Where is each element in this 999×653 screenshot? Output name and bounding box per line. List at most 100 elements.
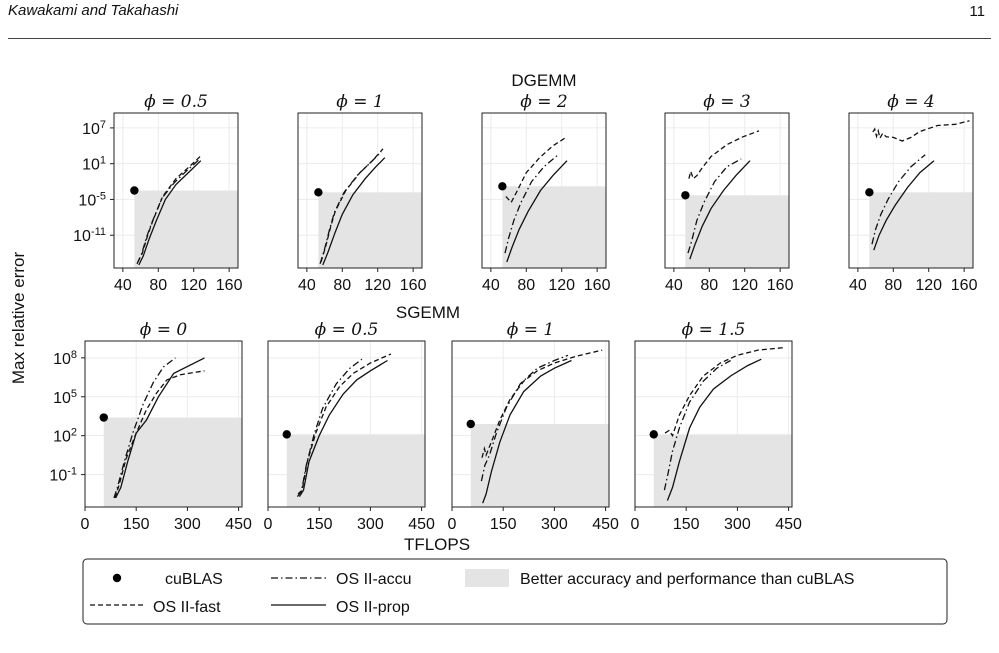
x-tick-label: 120 [915, 277, 942, 294]
cublas-point [99, 413, 108, 422]
x-tick-label: 160 [951, 277, 978, 294]
subplot-title: ϕ = 0 [140, 320, 188, 340]
x-tick-label: 120 [548, 277, 575, 294]
subplot [451, 340, 610, 511]
x-tick-label: 120 [364, 277, 391, 294]
legend-cublas-marker [112, 573, 122, 583]
better-region [318, 192, 422, 268]
x-tick-label: 0 [264, 516, 273, 533]
subplot-title: ϕ = 3 [703, 92, 750, 112]
running-title: Kawakami and Takahashi [8, 2, 179, 19]
x-axis-label: TFLOPS [404, 535, 470, 554]
subplot-title: ϕ = 1 [336, 92, 383, 112]
series-os-ii-fast [297, 353, 392, 495]
plot-frame [267, 340, 426, 508]
series-os-ii-accu [319, 151, 382, 264]
better-region [134, 190, 238, 268]
subplot-title: ϕ = 1.5 [682, 320, 746, 340]
subplot [664, 112, 790, 272]
x-tick-label: 450 [408, 516, 435, 533]
x-tick-label: 0 [448, 516, 457, 533]
tick-exponent: 8 [71, 349, 77, 361]
plot-frame [634, 340, 793, 508]
plot-frame [113, 112, 239, 269]
x-tick-label: 120 [180, 277, 207, 294]
legend-label-prop: OS II-prop [336, 599, 410, 616]
x-tick-label: 0 [81, 516, 90, 533]
series-os-ii-prop [298, 359, 388, 497]
series-os-ii-prop [506, 160, 568, 263]
plot-frame [664, 112, 790, 269]
series-os-ii-fast [664, 346, 786, 438]
series-os-ii-prop [322, 157, 386, 266]
series-os-ii-accu [296, 358, 363, 497]
x-tick-label: 450 [225, 516, 252, 533]
better-region [286, 434, 425, 507]
x-tick-label: 160 [584, 277, 611, 294]
x-tick-label: 450 [775, 516, 802, 533]
x-tick-label: 40 [114, 277, 132, 294]
plot-frame [848, 112, 974, 269]
better-region [103, 417, 243, 507]
y-axis-label: Max relative error [9, 252, 28, 385]
legend-frame [82, 558, 948, 625]
subplot [297, 112, 423, 272]
x-tick-label: 40 [665, 277, 683, 294]
cublas-point [130, 186, 139, 195]
legend-label-region: Better accuracy and performance than cuB… [520, 571, 854, 588]
tick-exponent: -5 [96, 190, 106, 202]
cublas-point [681, 191, 690, 200]
x-tick-label: 80 [700, 277, 718, 294]
series-os-ii-fast [505, 136, 568, 204]
tick-exponent: 7 [100, 119, 106, 131]
x-tick-label: 40 [849, 277, 867, 294]
x-tick-label: 300 [357, 516, 384, 533]
subplot [267, 340, 426, 511]
tick-exponent: -1 [67, 466, 77, 478]
subplot-title: ϕ = 2 [520, 92, 567, 112]
cublas-point [314, 188, 323, 197]
legend [82, 558, 948, 625]
legend-label-cublas: cuBLAS [165, 571, 223, 588]
y-tick-label: 10-1 [49, 466, 77, 485]
series-os-ii-fast [481, 349, 603, 458]
subplot-title: ϕ = 1 [507, 320, 554, 340]
subplot [481, 112, 607, 272]
subplot [848, 112, 974, 272]
tick-exponent: 2 [71, 427, 77, 439]
better-region [502, 186, 606, 268]
x-tick-label: 150 [673, 516, 700, 533]
better-region [685, 195, 789, 268]
x-tick-label: 0 [631, 516, 640, 533]
tick-exponent: -11 [91, 226, 106, 238]
cublas-point [865, 188, 874, 197]
series-os-ii-fast [114, 370, 205, 499]
group-title-sgemm: SGEMM [396, 303, 460, 322]
x-tick-label: 160 [767, 277, 794, 294]
plot-frame [84, 340, 243, 508]
series-os-ii-accu [663, 359, 731, 491]
header-rule [8, 38, 991, 39]
cublas-point [282, 430, 291, 439]
series-os-ii-accu [113, 357, 176, 499]
series-os-ii-prop [482, 359, 572, 504]
x-tick-label: 450 [592, 516, 619, 533]
y-tick-label: 101 [82, 155, 106, 174]
series-os-ii-accu [871, 154, 926, 245]
y-tick-label: 107 [82, 119, 106, 138]
y-tick-label: 102 [53, 427, 77, 446]
x-tick-label: 80 [517, 277, 535, 294]
plot-frame [297, 112, 423, 269]
plot-frame [451, 340, 610, 508]
better-region [470, 424, 609, 507]
cublas-point [498, 182, 507, 191]
cublas-point [466, 419, 475, 429]
subplot [634, 340, 793, 511]
x-tick-label: 150 [490, 516, 517, 533]
tick-exponent: 1 [100, 155, 106, 167]
series-os-ii-accu [480, 354, 569, 482]
tick-exponent: 5 [71, 388, 77, 400]
y-tick-label: 10-11 [73, 226, 106, 245]
series-os-ii-accu [504, 154, 559, 254]
